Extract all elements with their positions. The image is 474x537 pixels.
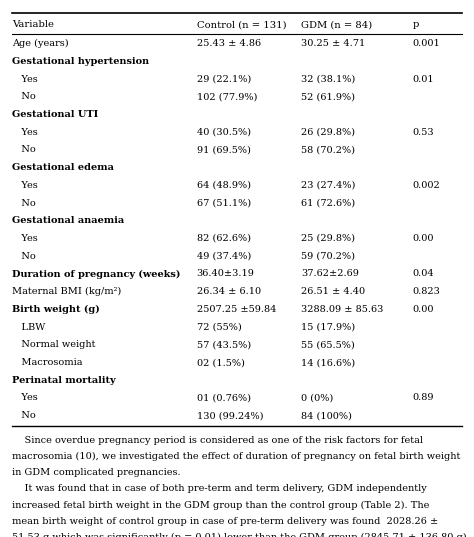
Text: Control (n = 131): Control (n = 131) xyxy=(197,20,286,29)
Text: 29 (22.1%): 29 (22.1%) xyxy=(197,75,251,84)
Text: 3288.09 ± 85.63: 3288.09 ± 85.63 xyxy=(301,305,383,314)
Text: 82 (62.6%): 82 (62.6%) xyxy=(197,234,251,243)
Text: in GDM complicated pregnancies.: in GDM complicated pregnancies. xyxy=(12,468,181,477)
Text: Variable: Variable xyxy=(12,20,54,29)
Text: 55 (65.5%): 55 (65.5%) xyxy=(301,340,355,350)
Text: 59 (70.2%): 59 (70.2%) xyxy=(301,252,355,261)
Text: Normal weight: Normal weight xyxy=(12,340,95,350)
Text: LBW: LBW xyxy=(12,323,45,332)
Text: 58 (70.2%): 58 (70.2%) xyxy=(301,146,355,155)
Text: No: No xyxy=(12,146,36,155)
Text: 25.43 ± 4.86: 25.43 ± 4.86 xyxy=(197,39,261,48)
Text: 0.823: 0.823 xyxy=(412,287,440,296)
Text: 67 (51.1%): 67 (51.1%) xyxy=(197,199,251,208)
Text: 0 (0%): 0 (0%) xyxy=(301,394,333,403)
Text: Yes: Yes xyxy=(12,128,37,137)
Text: increased fetal birth weight in the GDM group than the control group (Table 2). : increased fetal birth weight in the GDM … xyxy=(12,500,429,510)
Text: 26 (29.8%): 26 (29.8%) xyxy=(301,128,355,137)
Text: Gestational anaemia: Gestational anaemia xyxy=(12,216,124,226)
Text: 36.40±3.19: 36.40±3.19 xyxy=(197,270,255,279)
Text: 57 (43.5%): 57 (43.5%) xyxy=(197,340,251,350)
Text: No: No xyxy=(12,92,36,101)
Text: 30.25 ± 4.71: 30.25 ± 4.71 xyxy=(301,39,365,48)
Text: 23 (27.4%): 23 (27.4%) xyxy=(301,181,356,190)
Text: Yes: Yes xyxy=(12,394,37,403)
Text: 130 (99.24%): 130 (99.24%) xyxy=(197,411,263,420)
Text: 49 (37.4%): 49 (37.4%) xyxy=(197,252,251,261)
Text: 0.53: 0.53 xyxy=(412,128,434,137)
Text: 64 (48.9%): 64 (48.9%) xyxy=(197,181,251,190)
Text: 61 (72.6%): 61 (72.6%) xyxy=(301,199,355,208)
Text: Birth weight (g): Birth weight (g) xyxy=(12,305,100,314)
Text: 0.89: 0.89 xyxy=(412,394,434,403)
Text: It was found that in case of both pre-term and term delivery, GDM independently: It was found that in case of both pre-te… xyxy=(12,484,427,494)
Text: p: p xyxy=(412,20,419,29)
Text: 02 (1.5%): 02 (1.5%) xyxy=(197,358,245,367)
Text: 01 (0.76%): 01 (0.76%) xyxy=(197,394,251,403)
Text: No: No xyxy=(12,199,36,208)
Text: 52 (61.9%): 52 (61.9%) xyxy=(301,92,355,101)
Text: Yes: Yes xyxy=(12,75,37,84)
Text: Age (years): Age (years) xyxy=(12,39,68,48)
Text: 0.00: 0.00 xyxy=(412,234,434,243)
Text: Duration of pregnancy (weeks): Duration of pregnancy (weeks) xyxy=(12,270,180,279)
Text: 2507.25 ±59.84: 2507.25 ±59.84 xyxy=(197,305,276,314)
Text: 15 (17.9%): 15 (17.9%) xyxy=(301,323,355,332)
Text: 25 (29.8%): 25 (29.8%) xyxy=(301,234,355,243)
Text: No: No xyxy=(12,411,36,420)
Text: Macrosomia: Macrosomia xyxy=(12,358,82,367)
Text: 72 (55%): 72 (55%) xyxy=(197,323,241,332)
Text: 0.002: 0.002 xyxy=(412,181,440,190)
Text: 84 (100%): 84 (100%) xyxy=(301,411,352,420)
Text: 37.62±2.69: 37.62±2.69 xyxy=(301,270,359,279)
Text: Gestational UTI: Gestational UTI xyxy=(12,110,98,119)
Text: 26.34 ± 6.10: 26.34 ± 6.10 xyxy=(197,287,261,296)
Text: 102 (77.9%): 102 (77.9%) xyxy=(197,92,257,101)
Text: Since overdue pregnancy period is considered as one of the risk factors for feta: Since overdue pregnancy period is consid… xyxy=(12,436,423,445)
Text: Gestational edema: Gestational edema xyxy=(12,163,114,172)
Text: 14 (16.6%): 14 (16.6%) xyxy=(301,358,355,367)
Text: Maternal BMI (kg/m²): Maternal BMI (kg/m²) xyxy=(12,287,121,296)
Text: 26.51 ± 4.40: 26.51 ± 4.40 xyxy=(301,287,365,296)
Text: 51.53 g which was significantly (p = 0.01) lower than the GDM group (2845.71 ± 1: 51.53 g which was significantly (p = 0.0… xyxy=(12,533,470,537)
Text: Yes: Yes xyxy=(12,181,37,190)
Text: 32 (38.1%): 32 (38.1%) xyxy=(301,75,355,84)
Text: Gestational hypertension: Gestational hypertension xyxy=(12,57,149,66)
Text: Perinatal mortality: Perinatal mortality xyxy=(12,376,116,385)
Text: GDM (n = 84): GDM (n = 84) xyxy=(301,20,372,29)
Text: mean birth weight of control group in case of pre-term delivery was found  2028.: mean birth weight of control group in ca… xyxy=(12,517,438,526)
Text: 0.00: 0.00 xyxy=(412,305,434,314)
Text: macrosomia (10), we investigated the effect of duration of pregnancy on fetal bi: macrosomia (10), we investigated the eff… xyxy=(12,452,460,461)
Text: Yes: Yes xyxy=(12,234,37,243)
Text: 0.01: 0.01 xyxy=(412,75,434,84)
Text: No: No xyxy=(12,252,36,261)
Text: 91 (69.5%): 91 (69.5%) xyxy=(197,146,251,155)
Text: 0.04: 0.04 xyxy=(412,270,434,279)
Text: 40 (30.5%): 40 (30.5%) xyxy=(197,128,251,137)
Text: 0.001: 0.001 xyxy=(412,39,440,48)
